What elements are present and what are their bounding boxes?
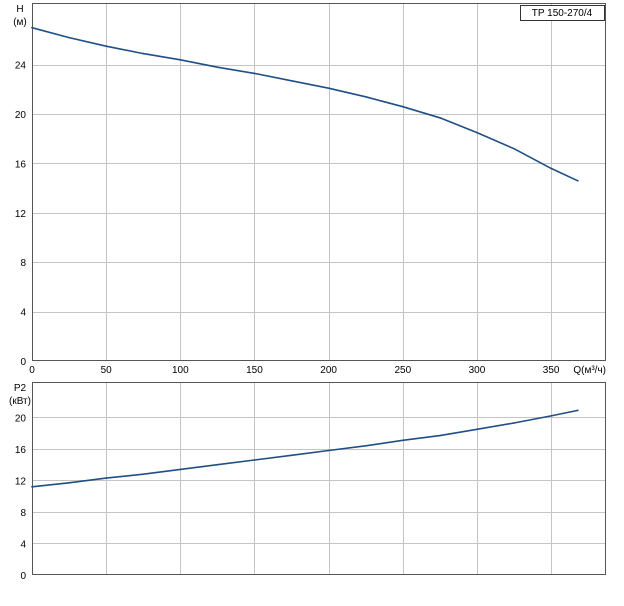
power-data-point <box>105 477 107 479</box>
head-xtick-label: 0 <box>29 365 35 376</box>
power-data-point <box>31 486 33 488</box>
head-data-point <box>142 52 144 55</box>
head-ytick-label: 8 <box>20 258 26 269</box>
power-ytick-label: 16 <box>15 445 27 456</box>
head-data-point <box>290 80 293 82</box>
head-xtick-label: 150 <box>246 365 263 376</box>
head-yunit: (м) <box>13 17 27 28</box>
power-data-point <box>253 459 256 461</box>
head-xtick-label: 250 <box>394 365 411 376</box>
head-ytick-label: 16 <box>15 159 27 170</box>
head-ylabel: H <box>16 4 23 15</box>
power-data-point <box>577 409 579 412</box>
head-data-point <box>513 147 515 150</box>
head-data-point <box>68 36 70 39</box>
power-data-point <box>68 482 70 484</box>
head-legend-box <box>520 5 605 21</box>
head-data-point <box>439 117 441 119</box>
head-data-point <box>179 59 182 61</box>
head-xtick-label: 350 <box>543 365 560 376</box>
head-series-line <box>31 26 579 182</box>
power-ytick-label: 8 <box>20 508 26 519</box>
head-data-point <box>577 180 579 182</box>
power-data-point <box>290 454 293 457</box>
head-ytick-label: 20 <box>15 110 27 121</box>
head-data-point <box>476 131 478 134</box>
head-data-point <box>253 72 256 75</box>
head-xtick-label: 100 <box>172 365 189 376</box>
head-chart: 0 4 8 12 16 20 24 H (м) 0 50 100 150 200 250 300 350 Q(м³… <box>13 3 606 376</box>
head-data-point <box>327 87 330 89</box>
power-ytick-label: 12 <box>15 476 27 487</box>
power-chart: 0 4 8 12 16 20 P2 (кВт) <box>9 382 606 582</box>
power-plot-frame <box>32 382 606 575</box>
power-data-point <box>142 473 144 476</box>
head-ytick-label: 4 <box>20 308 26 319</box>
head-ytick-label: 0 <box>20 357 26 368</box>
head-xtick-label: 50 <box>101 365 113 376</box>
head-data-point <box>364 96 367 98</box>
power-data-point <box>550 415 552 417</box>
head-xtick-label: 200 <box>320 365 337 376</box>
head-data-point <box>31 26 33 29</box>
head-data-point <box>402 105 404 108</box>
power-data-point <box>216 463 219 466</box>
head-data-point <box>105 45 107 47</box>
head-data-point <box>216 66 219 68</box>
power-data-point <box>476 428 478 431</box>
head-ytick-label: 12 <box>15 209 27 220</box>
head-plot-area <box>32 3 606 361</box>
head-legend-label: TP 150-270/4 <box>532 8 593 19</box>
power-ytick-label: 20 <box>15 413 27 424</box>
power-ytick-label: 4 <box>20 539 26 550</box>
power-ytick-label: 0 <box>20 571 26 582</box>
power-plot-area <box>32 382 606 575</box>
power-data-point <box>439 434 441 437</box>
power-data-point <box>364 445 367 447</box>
power-data-point <box>402 439 404 442</box>
power-ylabel: P2 <box>14 383 27 394</box>
head-data-point <box>550 167 552 170</box>
head-plot-frame <box>32 3 606 361</box>
power-series-line <box>31 409 579 488</box>
head-xtick-label: 300 <box>469 365 486 376</box>
head-ytick-label: 24 <box>15 61 27 72</box>
power-data-point <box>327 449 330 452</box>
power-yunit: (кВт) <box>9 396 31 407</box>
head-xunit: Q(м³/ч) <box>573 365 606 376</box>
power-data-point <box>179 468 182 471</box>
power-data-point <box>513 422 515 424</box>
